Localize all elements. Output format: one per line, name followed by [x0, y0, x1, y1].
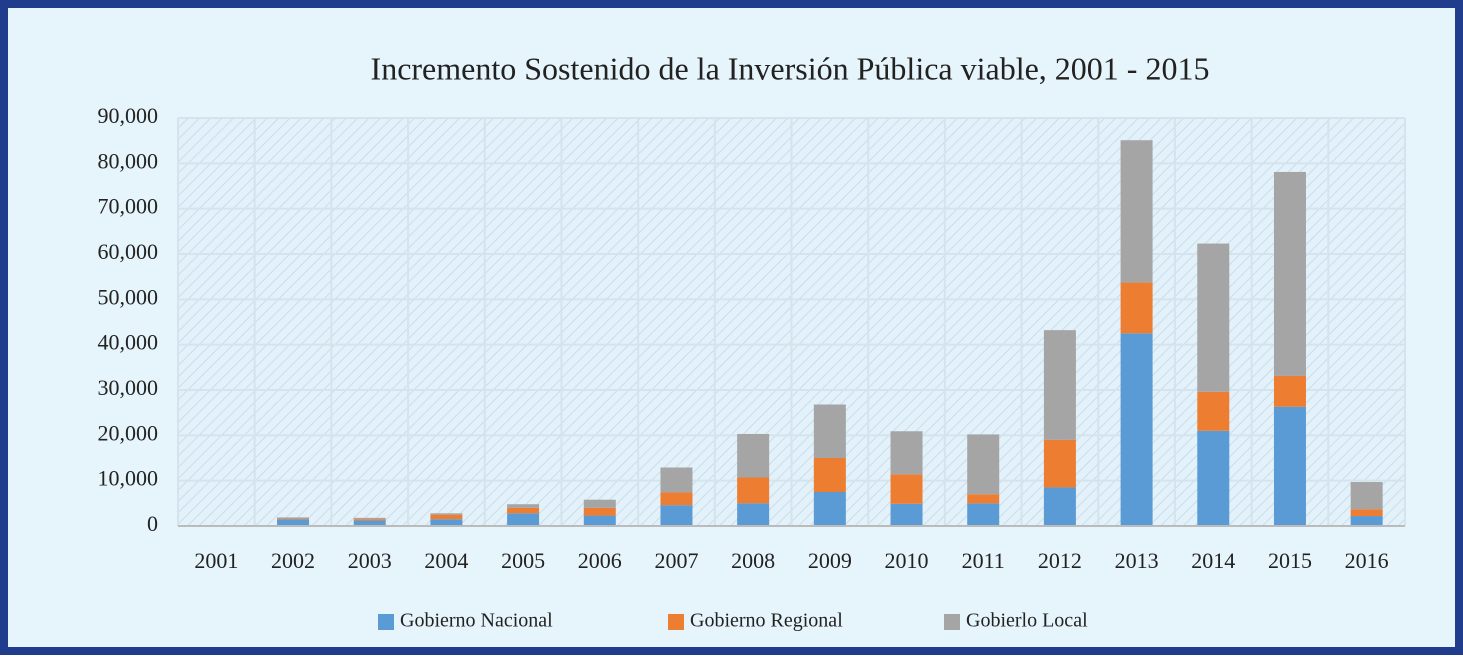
bar — [507, 507, 540, 514]
legend-swatch — [668, 614, 684, 630]
x-tick-label: 2001 — [194, 548, 238, 573]
y-tick-label: 50,000 — [98, 284, 159, 309]
chart-title: Incremento Sostenido de la Inversión Púb… — [371, 50, 1210, 86]
bar — [737, 477, 770, 504]
bar — [430, 519, 463, 526]
x-tick-label: 2012 — [1038, 548, 1082, 573]
bar — [353, 517, 386, 520]
bar — [583, 499, 616, 508]
bar — [813, 492, 846, 526]
bar — [1043, 439, 1076, 488]
x-tick-label: 2004 — [424, 548, 468, 573]
bar — [1043, 487, 1076, 526]
bar — [1197, 243, 1230, 392]
bar — [660, 492, 693, 506]
bar — [967, 494, 1000, 504]
bar — [813, 458, 846, 492]
bar — [277, 519, 310, 526]
bar — [890, 474, 923, 504]
bar — [430, 513, 463, 515]
y-tick-label: 10,000 — [98, 466, 159, 491]
bar — [890, 503, 923, 526]
bar — [1273, 375, 1306, 407]
x-tick-label: 2013 — [1115, 548, 1159, 573]
bar — [1350, 509, 1383, 517]
bar — [660, 467, 693, 493]
bar — [1197, 430, 1230, 526]
bar — [1120, 140, 1153, 283]
bar — [1197, 391, 1230, 431]
legend-swatch — [944, 614, 960, 630]
x-tick-label: 2010 — [885, 548, 929, 573]
y-tick-label: 60,000 — [98, 239, 159, 264]
x-tick-label: 2002 — [271, 548, 315, 573]
y-tick-label: 80,000 — [98, 148, 159, 173]
bar — [1120, 333, 1153, 526]
bar — [660, 505, 693, 526]
bar — [583, 515, 616, 526]
x-tick-label: 2014 — [1191, 548, 1235, 573]
bar — [967, 434, 1000, 495]
x-tick-label: 2007 — [654, 548, 698, 573]
bar — [430, 514, 463, 520]
x-tick-label: 2009 — [808, 548, 852, 573]
y-tick-label: 70,000 — [98, 194, 159, 219]
bar — [1273, 406, 1306, 526]
bar — [1350, 482, 1383, 510]
bar — [507, 504, 540, 508]
bar — [353, 519, 386, 521]
bar — [1273, 171, 1306, 376]
y-tick-label: 40,000 — [98, 330, 159, 355]
bar — [1120, 282, 1153, 334]
legend-label: Gobierlo Local — [966, 610, 1088, 632]
x-tick-label: 2006 — [578, 548, 622, 573]
bar — [277, 517, 310, 519]
legend-label: Gobierno Nacional — [400, 610, 553, 632]
legend-swatch — [378, 614, 394, 630]
legend-label: Gobierno Regional — [690, 610, 843, 632]
x-tick-label: 2016 — [1345, 548, 1389, 573]
bar — [277, 518, 310, 520]
y-tick-label: 20,000 — [98, 420, 159, 445]
bar — [813, 404, 846, 458]
bar — [890, 431, 923, 475]
bar — [737, 503, 770, 526]
y-tick-label: 30,000 — [98, 375, 159, 400]
x-tick-label: 2005 — [501, 548, 545, 573]
bar — [967, 503, 1000, 526]
bar — [353, 520, 386, 526]
x-tick-label: 2011 — [962, 548, 1005, 573]
bar — [737, 433, 770, 478]
bar — [1350, 516, 1383, 526]
bar — [1043, 330, 1076, 440]
x-tick-label: 2008 — [731, 548, 775, 573]
bar — [583, 507, 616, 516]
x-tick-label: 2003 — [348, 548, 392, 573]
y-tick-label: 90,000 — [98, 103, 159, 128]
x-tick-label: 2015 — [1268, 548, 1312, 573]
y-tick-label: 0 — [147, 511, 158, 536]
bar — [507, 513, 540, 526]
